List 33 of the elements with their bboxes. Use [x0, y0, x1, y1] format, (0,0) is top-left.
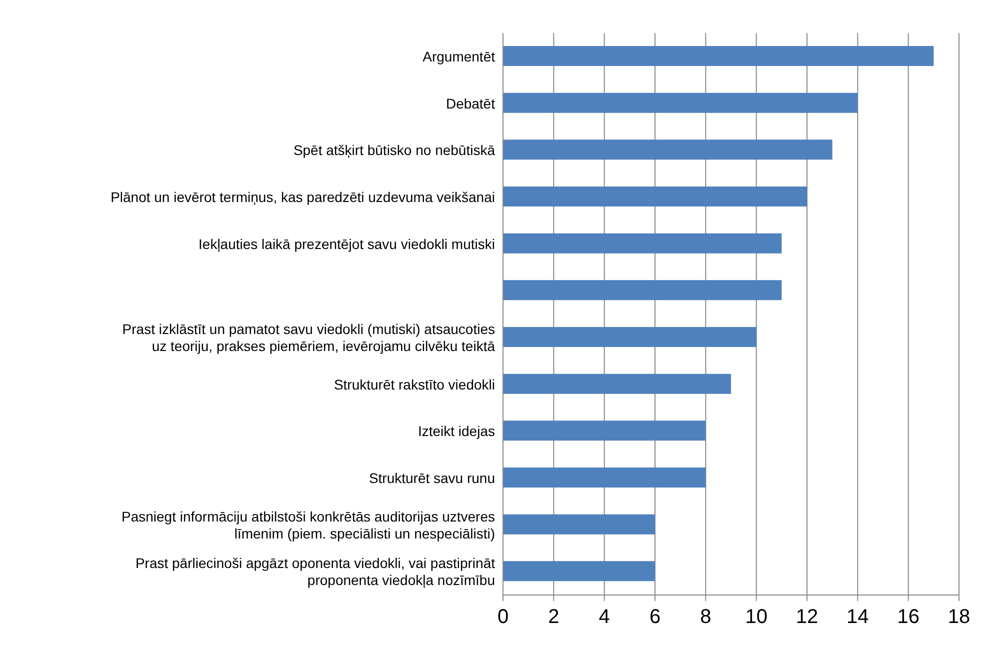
y-tick-label: Izteikt idejas	[418, 423, 495, 440]
x-tick-label: 18	[948, 606, 970, 628]
y-tick-label: Argumentēt	[422, 48, 496, 64]
y-tick-label: Strukturēt rakstīto viedokli	[334, 376, 495, 392]
bar	[503, 140, 832, 160]
y-tick-label: Strukturēt savu runu	[368, 470, 495, 486]
x-tick-label: 0	[497, 606, 509, 628]
bar	[503, 468, 706, 488]
y-tick-label: Spēt atšķirt būtisko no nebūtiskā	[293, 142, 496, 158]
y-tick-label: Prast izklāstīt un pamatot savu viedokli (mutiski) atsaucoties uz teoriju, prakses piemēriem, ievērojamu cilvēku teiktā	[122, 320, 496, 354]
bar	[503, 186, 807, 206]
bar	[503, 374, 731, 394]
x-tick-label: 12	[796, 606, 818, 628]
y-tick-label: Iekļauties laikā prezentējot savu viedokli mutiski	[198, 236, 495, 252]
y-tick-label: Plānot un ievērot termiņus, kas paredzēti uzdevuma veikšanai	[110, 188, 495, 205]
x-tick-label: 10	[745, 606, 768, 628]
bar	[503, 514, 655, 534]
x-tick-label: 16	[897, 606, 920, 628]
y-tick-label: Prast pārliecinoši apgāzt oponenta viedokli, vai pastiprināt proponenta viedokļa nozīmību	[135, 555, 496, 588]
bar	[503, 233, 782, 254]
x-tick-label: 2	[548, 606, 560, 628]
x-tick-label: 6	[649, 606, 661, 628]
x-tick-label: 8	[700, 606, 712, 628]
bar	[503, 92, 858, 113]
bar	[503, 420, 706, 441]
y-tick-label: Debatēt	[446, 95, 496, 112]
bar	[503, 46, 934, 66]
x-tick-label: 4	[598, 606, 610, 628]
bar	[503, 327, 756, 347]
bar	[503, 280, 782, 300]
y-tick-label: Pasniegt informāciju atbilstoši konkrētās auditorijas uztveres līmenim (piem. speciālisti un nespeciālisti)	[121, 508, 495, 542]
bar	[503, 561, 655, 582]
x-tick-label: 14	[846, 606, 869, 628]
